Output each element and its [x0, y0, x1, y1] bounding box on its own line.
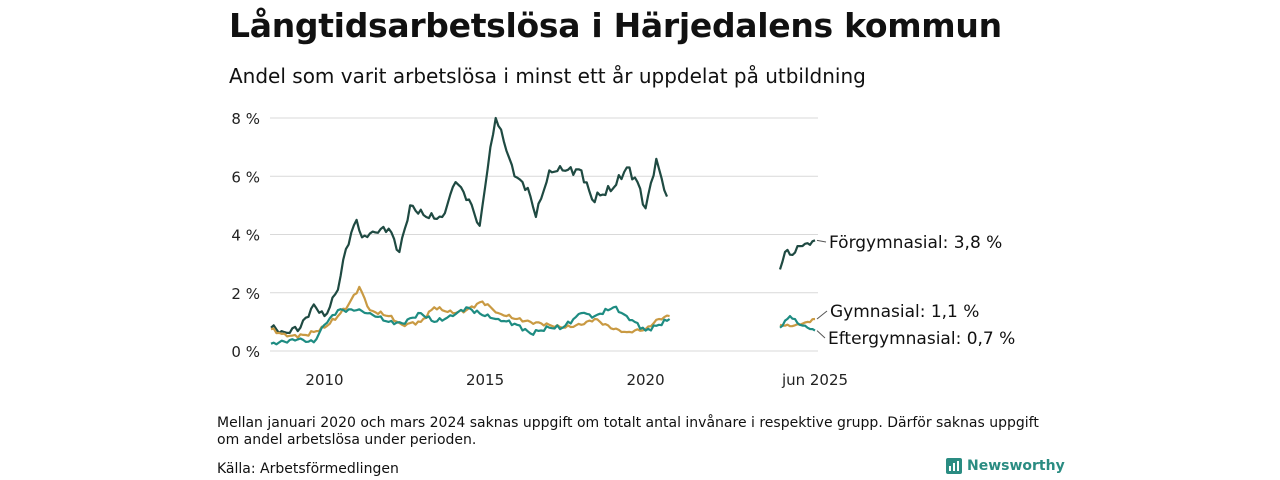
newsworthy-logo: Newsworthy — [946, 458, 1065, 474]
x-tick-label: 2010 — [305, 371, 343, 389]
label-leader-line — [816, 239, 827, 243]
footnote: Mellan januari 2020 och mars 2024 saknas… — [217, 415, 1039, 448]
x-tick-label: 2020 — [626, 371, 664, 389]
x-tick-label: 2015 — [466, 371, 504, 389]
y-tick-label: 8 % — [231, 110, 260, 128]
label-leader-line — [816, 330, 826, 339]
y-tick-label: 0 % — [231, 343, 260, 361]
series-line-eftergymnasial — [270, 305, 671, 346]
y-tick-label: 2 % — [231, 285, 260, 303]
series-label-förgymnasial: Förgymnasial: 3,8 % — [829, 233, 1002, 253]
y-tick-label: 4 % — [231, 227, 260, 245]
label-leader-line — [816, 310, 828, 320]
series-label-eftergymnasial: Eftergymnasial: 0,7 % — [828, 329, 1015, 349]
chart-title: Långtidsarbetslösa i Härjedalens kommun — [229, 6, 1002, 45]
series-line-eftergymnasial — [779, 315, 816, 332]
chart-subtitle: Andel som varit arbetslösa i minst ett å… — [229, 64, 866, 88]
line-chart: 0 % 2 % 4 % 6 % 8 % 2010 2015 2020 jun 2025 Förgy… — [231, 110, 1015, 389]
series-line-förgymnasial — [778, 239, 816, 270]
logo-icon — [946, 458, 962, 474]
series-line-förgymnasial — [270, 116, 669, 334]
series-label-gymnasial: Gymnasial: 1,1 % — [830, 302, 979, 322]
x-tick-label: jun 2025 — [781, 371, 848, 389]
brand-name: Newsworthy — [967, 458, 1065, 474]
source-credit: Källa: Arbetsförmedlingen — [217, 461, 399, 477]
y-tick-label: 6 % — [231, 168, 260, 186]
series-line-gymnasial — [270, 285, 670, 339]
